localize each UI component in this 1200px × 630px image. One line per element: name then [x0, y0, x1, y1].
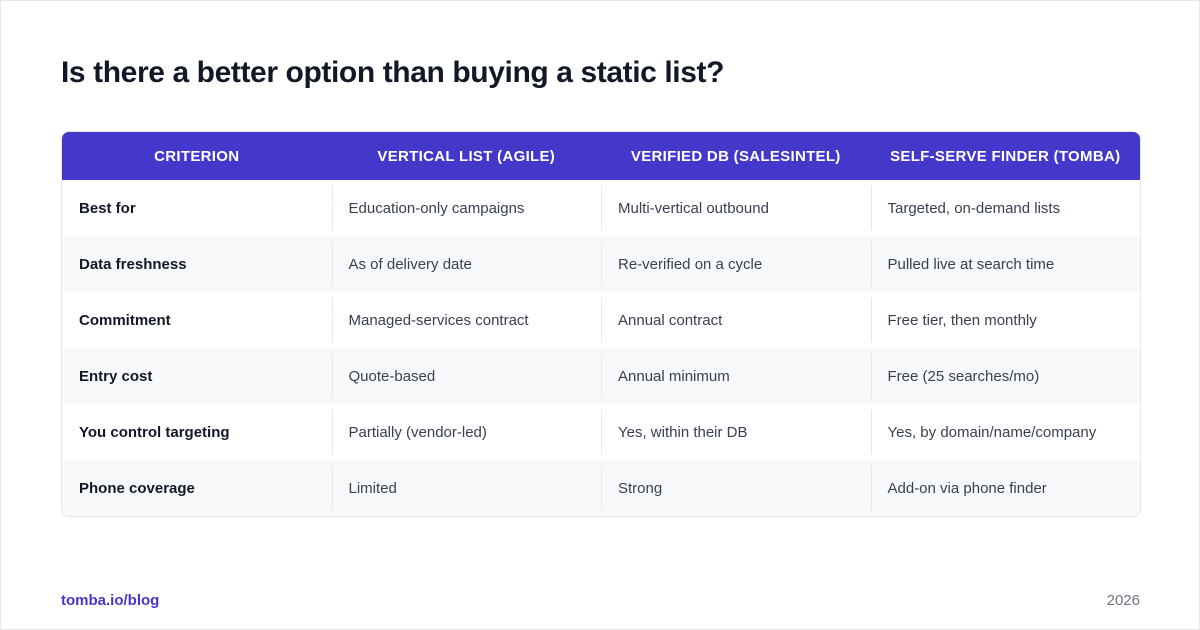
table-cell: Free (25 searches/mo)	[870, 348, 1141, 404]
row-label: Data freshness	[79, 255, 187, 273]
table-cell: Multi-vertical outbound	[601, 180, 871, 236]
table-cell: Free tier, then monthly	[870, 292, 1141, 348]
page-title: Is there a better option than buying a s…	[61, 56, 725, 89]
column-header-self-serve-finder: SELF-SERVE FINDER (TOMBA)	[890, 147, 1121, 165]
table-row: Commitment Managed-services contract Ann…	[62, 292, 1140, 348]
column-header-criterion: CRITERION	[154, 147, 240, 165]
table-cell: Quote-based	[331, 348, 602, 404]
table-cell: Re-verified on a cycle	[601, 236, 871, 292]
table-header-row: CRITERION VERTICAL LIST (AGILE) VERIFIED…	[62, 132, 1140, 180]
table-cell: Strong	[601, 460, 871, 516]
table-row: Best for Education-only campaigns Multi-…	[62, 180, 1140, 236]
table-cell: As of delivery date	[331, 236, 602, 292]
comparison-table: CRITERION VERTICAL LIST (AGILE) VERIFIED…	[61, 131, 1141, 517]
table-cell: Annual minimum	[601, 348, 871, 404]
row-label: Entry cost	[79, 367, 153, 385]
table-cell: Yes, within their DB	[601, 404, 871, 460]
table-row: Data freshness As of delivery date Re-ve…	[62, 236, 1140, 292]
table-cell: Partially (vendor-led)	[331, 404, 602, 460]
table-cell: Targeted, on-demand lists	[870, 180, 1141, 236]
row-label: You control targeting	[79, 423, 230, 441]
row-label: Phone coverage	[79, 479, 195, 497]
table-row: You control targeting Partially (vendor-…	[62, 404, 1140, 460]
column-header-verified-db: VERIFIED DB (SALESINTEL)	[630, 147, 841, 165]
table-cell: Pulled live at search time	[870, 236, 1141, 292]
table-cell: Add-on via phone finder	[870, 460, 1141, 516]
row-label: Best for	[79, 199, 136, 217]
table-cell: Managed-services contract	[331, 292, 602, 348]
footer-year: 2026	[1106, 592, 1140, 609]
column-header-vertical-list: VERTICAL LIST (AGILE)	[377, 147, 556, 165]
table-cell: Annual contract	[601, 292, 871, 348]
table-cell: Limited	[331, 460, 602, 516]
table-row: Entry cost Quote-based Annual minimum Fr…	[62, 348, 1140, 404]
table-cell: Education-only campaigns	[331, 180, 602, 236]
blog-link[interactable]: tomba.io/blog	[61, 592, 160, 609]
table-row: Phone coverage Limited Strong Add-on via…	[62, 460, 1140, 516]
row-label: Commitment	[79, 311, 171, 329]
table-cell: Yes, by domain/name/company	[870, 404, 1141, 460]
